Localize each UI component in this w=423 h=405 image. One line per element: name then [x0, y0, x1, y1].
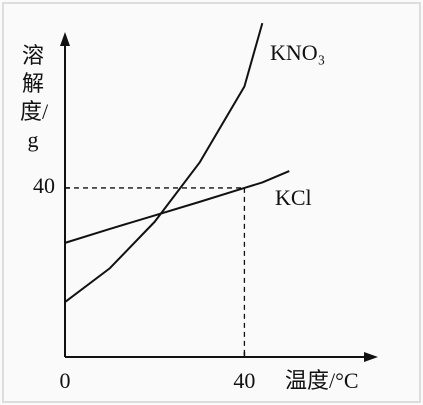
y-axis-label: 溶解度/g	[20, 43, 49, 152]
x-tick-label: 40	[233, 368, 255, 393]
x-axis-arrow	[364, 352, 378, 362]
y-axis-arrow	[60, 32, 70, 46]
series-line	[64, 22, 264, 303]
y-tick-label: 40	[33, 173, 55, 198]
series-line	[64, 170, 290, 244]
series-label: KNO₃	[270, 40, 325, 65]
x-axis-label: 温度/°C	[285, 368, 359, 393]
x-tick-label: 0	[60, 368, 71, 393]
series-label: KCl	[275, 185, 312, 210]
